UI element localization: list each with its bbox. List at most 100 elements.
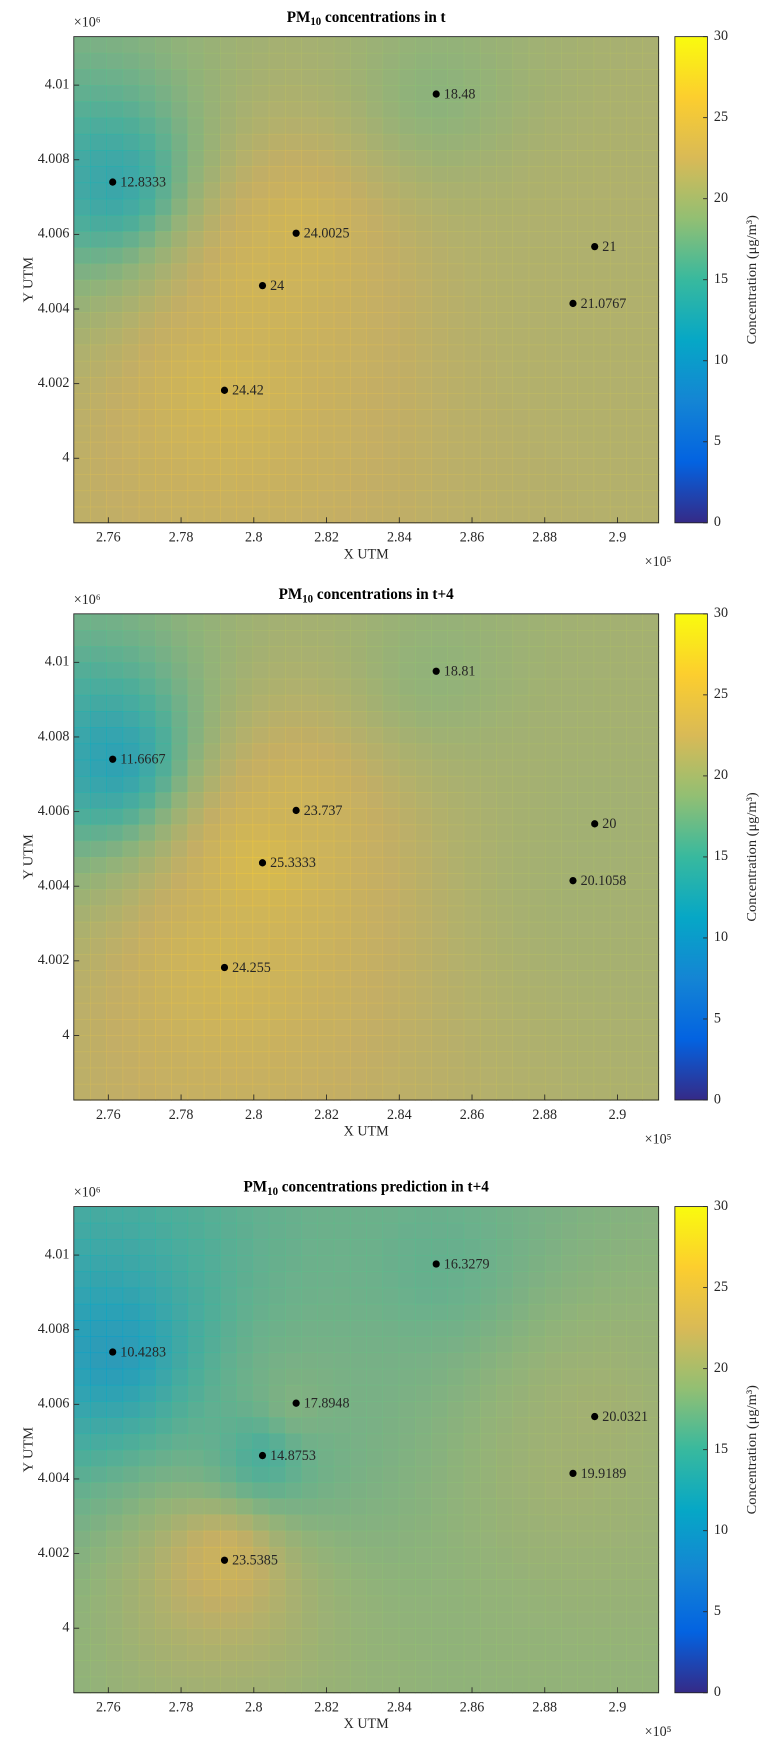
heatmap-cell	[610, 150, 627, 167]
heatmap-cell	[285, 646, 302, 663]
heatmap-cell	[464, 361, 481, 378]
heatmap-cell	[123, 1563, 140, 1580]
heatmap-cell	[334, 377, 351, 394]
heatmap-cell	[577, 101, 594, 118]
heatmap-cell	[155, 1596, 172, 1613]
heatmap-cell	[382, 1352, 399, 1369]
heatmap-cell	[171, 1051, 188, 1068]
heatmap-cell	[269, 231, 286, 248]
heatmap-cell	[334, 954, 351, 971]
heatmap-cell	[171, 1433, 188, 1450]
heatmap-cell	[252, 1498, 269, 1515]
heatmap-cell	[171, 166, 188, 183]
heatmap-cell	[610, 409, 627, 426]
heatmap-cell	[106, 1255, 123, 1272]
heatmap-cell	[512, 166, 529, 183]
heatmap-cell	[187, 69, 204, 86]
heatmap-cell	[529, 1223, 546, 1240]
title-part: concentrations prediction in t+4	[278, 1178, 489, 1195]
heatmap-cell	[90, 361, 107, 378]
heatmap-cell	[626, 280, 643, 297]
heatmap-cell	[74, 328, 91, 345]
heatmap-cell	[187, 442, 204, 459]
heatmap-cell	[399, 1514, 416, 1531]
heatmap-cell	[187, 662, 204, 679]
heatmap-cell	[431, 889, 448, 906]
heatmap-cell	[594, 328, 611, 345]
heatmap-cell	[285, 1035, 302, 1052]
heatmap-cell	[577, 53, 594, 70]
heatmap-cell	[431, 458, 448, 475]
heatmap-cell	[155, 37, 172, 54]
heatmap-cell	[317, 345, 334, 362]
heatmap-cell	[447, 101, 464, 118]
heatmap-cell	[512, 970, 529, 987]
heatmap-cell	[301, 1003, 318, 1020]
heatmap-cell	[594, 1579, 611, 1596]
heatmap-cell	[139, 1051, 156, 1068]
heatmap-cell	[610, 1255, 627, 1272]
heatmap-cell	[610, 614, 627, 631]
heatmap-cell	[301, 134, 318, 151]
heatmap-cell	[334, 1644, 351, 1661]
heatmap-cell	[204, 1498, 221, 1515]
heatmap-cell	[545, 1051, 562, 1068]
heatmap-cell	[577, 1051, 594, 1068]
heatmap-cell	[285, 426, 302, 443]
heatmap-cell	[529, 1563, 546, 1580]
heatmap-cell	[610, 182, 627, 199]
heatmap-cell	[90, 1223, 107, 1240]
heatmap-cell	[187, 1336, 204, 1353]
heatmap-cell	[512, 695, 529, 712]
heatmap-cell	[496, 1207, 513, 1224]
heatmap-cell	[171, 938, 188, 955]
heatmap-cell	[447, 1628, 464, 1645]
heatmap-cell	[399, 166, 416, 183]
heatmap-cell	[74, 711, 91, 728]
heatmap-cell	[529, 938, 546, 955]
heatmap-cell	[626, 1628, 643, 1645]
heatmap-cell	[350, 393, 367, 410]
heatmap-cell	[577, 614, 594, 631]
chart-title: PM10 concentrations in t	[287, 8, 447, 28]
heatmap-cell	[301, 442, 318, 459]
point-label: 23.737	[304, 803, 343, 819]
heatmap-cell	[106, 1579, 123, 1596]
heatmap-cell	[252, 328, 269, 345]
heatmap-cell	[317, 53, 334, 70]
heatmap-cell	[187, 1207, 204, 1224]
heatmap-cell	[317, 458, 334, 475]
heatmap-cell	[317, 646, 334, 663]
heatmap-cell	[301, 825, 318, 842]
heatmap-cell	[90, 889, 107, 906]
heatmap-cell	[90, 1369, 107, 1386]
heatmap-cell	[171, 393, 188, 410]
heatmap-cell	[252, 1612, 269, 1629]
heatmap-cell	[594, 776, 611, 793]
heatmap-cell	[594, 922, 611, 939]
heatmap-cell	[350, 37, 367, 54]
heatmap-cell	[301, 1628, 318, 1645]
heatmap-cell	[447, 679, 464, 696]
heatmap-cell	[74, 442, 91, 459]
heatmap-cell	[106, 1498, 123, 1515]
heatmap-cell	[90, 727, 107, 744]
heatmap-cell	[236, 679, 253, 696]
heatmap-cell	[447, 1336, 464, 1353]
heatmap-cell	[626, 1482, 643, 1499]
heatmap-cell	[74, 409, 91, 426]
heatmap-cell	[285, 1547, 302, 1564]
heatmap-cell	[301, 1207, 318, 1224]
heatmap-cell	[123, 695, 140, 712]
heatmap-cell	[415, 1068, 432, 1085]
heatmap-cell	[431, 1514, 448, 1531]
heatmap-cell	[220, 1612, 237, 1629]
heatmap-cell	[415, 264, 432, 281]
heatmap-cell	[464, 825, 481, 842]
heatmap-cell	[561, 1084, 578, 1101]
heatmap-cell	[106, 507, 123, 524]
heatmap-cell	[496, 1450, 513, 1467]
heatmap-cell	[171, 1336, 188, 1353]
heatmap-cell	[106, 841, 123, 858]
heatmap-cell	[382, 53, 399, 70]
